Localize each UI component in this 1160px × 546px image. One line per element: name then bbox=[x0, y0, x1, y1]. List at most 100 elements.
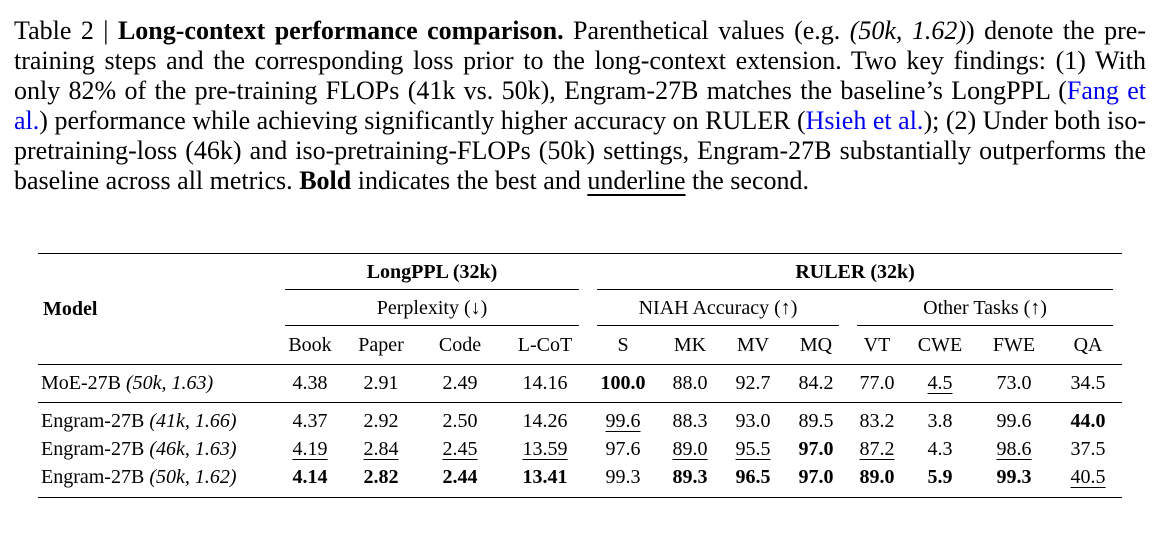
model-pretrain-spec: (50k, 1.63) bbox=[126, 372, 214, 394]
paper-page: Table 2 | Long-context performance compa… bbox=[14, 16, 1146, 498]
table-cell: 2.49 bbox=[442, 372, 478, 394]
col-header-paper: Paper bbox=[358, 333, 404, 356]
rule-under-longppl bbox=[285, 289, 580, 290]
table-cell: 100.0 bbox=[600, 372, 646, 394]
model-name: Engram-27B bbox=[41, 437, 150, 460]
model-name: MoE-27B bbox=[41, 372, 126, 394]
col-header-lcot: L-CoT bbox=[517, 333, 573, 356]
model-name: Engram-27B bbox=[41, 465, 150, 488]
table-cell: 44.0 bbox=[1070, 409, 1106, 432]
caption-text: ) performance while achieving significan… bbox=[39, 106, 806, 135]
table-cell: 98.6 bbox=[996, 437, 1032, 460]
table-cell: 89.5 bbox=[798, 409, 834, 432]
caption-text: (50k, 1.62) bbox=[849, 16, 967, 45]
col-header-s: S bbox=[617, 333, 629, 356]
table-cell: 96.5 bbox=[735, 465, 771, 488]
table-row: MoE-27B (50k, 1.63) 4.38 2.91 2.49 14.16 100.… bbox=[38, 365, 1122, 403]
col-header-code: Code bbox=[438, 333, 482, 356]
subgroup-header-other: Other Tasks (↑) bbox=[848, 290, 1122, 326]
table-cell: 5.9 bbox=[927, 465, 953, 488]
rule-under-other bbox=[857, 325, 1114, 326]
citation-link[interactable]: Hsieh et al. bbox=[805, 106, 924, 135]
model-cell: Engram-27B (41k, 1.66) bbox=[38, 403, 276, 436]
table-cell: 4.37 bbox=[292, 409, 328, 432]
table-header: Model LongPPL (32k) RULER (32k) Perplexi… bbox=[38, 254, 1123, 365]
col-header-mq: MQ bbox=[799, 333, 833, 356]
caption-text: underline bbox=[587, 166, 686, 195]
model-cell: Engram-27B (46k, 1.63) bbox=[38, 435, 276, 463]
model-pretrain-spec: (41k, 1.66) bbox=[149, 409, 237, 432]
table-cell: 4.14 bbox=[292, 465, 328, 488]
caption-text: Long-context performance comparison. bbox=[117, 16, 564, 45]
col-header-book: Book bbox=[288, 333, 332, 356]
caption-text: ); (2) Under both iso-pretraining-loss (… bbox=[14, 106, 1147, 195]
table-cell: 2.44 bbox=[442, 465, 478, 488]
table-cell: 37.5 bbox=[1070, 437, 1106, 460]
table-cell: 97.0 bbox=[798, 465, 834, 488]
table-cell: 88.3 bbox=[672, 409, 708, 432]
col-header-qa: QA bbox=[1073, 333, 1103, 356]
table-cell: 92.7 bbox=[735, 372, 771, 394]
table-cell: 13.41 bbox=[522, 465, 568, 488]
table-cell: 87.2 bbox=[859, 437, 895, 460]
caption-text: Bold bbox=[299, 166, 352, 195]
model-header-label: Model bbox=[43, 297, 98, 320]
rule-under-niah bbox=[597, 325, 840, 326]
table-cell: 97.6 bbox=[605, 437, 641, 460]
table-cell: 2.91 bbox=[363, 372, 399, 394]
table-cell: 2.82 bbox=[363, 465, 399, 488]
table-cell: 77.0 bbox=[859, 372, 895, 394]
table-cell: 3.8 bbox=[927, 409, 953, 432]
model-pretrain-spec: (50k, 1.62) bbox=[149, 465, 237, 488]
caption-text: the second. bbox=[685, 166, 809, 195]
model-cell: MoE-27B (50k, 1.63) bbox=[38, 365, 276, 403]
group-header-longppl: LongPPL (32k) bbox=[276, 254, 588, 290]
table-cell: 73.0 bbox=[996, 372, 1032, 394]
table-cell: 4.5 bbox=[927, 372, 953, 394]
table-cell: 14.26 bbox=[522, 409, 568, 432]
col-header-mv: MV bbox=[736, 333, 770, 356]
caption-text: Parenthetical values (e.g. bbox=[563, 16, 850, 45]
table-row: Engram-27B (46k, 1.63) 4.19 2.84 2.45 13.59 9… bbox=[38, 435, 1122, 463]
table-cell: 83.2 bbox=[859, 409, 895, 432]
table-cell: 40.5 bbox=[1070, 465, 1106, 488]
table-cell: 93.0 bbox=[735, 409, 771, 432]
table-cell: 88.0 bbox=[672, 372, 708, 394]
table-cell: 89.0 bbox=[672, 437, 708, 460]
caption-text: Table 2 | bbox=[14, 16, 118, 45]
table-2-container: Model LongPPL (32k) RULER (32k) Perplexi… bbox=[38, 253, 1146, 498]
subgroup-header-niah: NIAH Accuracy (↑) bbox=[588, 290, 848, 326]
table-cell: 89.3 bbox=[672, 465, 708, 488]
table-cell: 99.6 bbox=[605, 409, 641, 432]
table-cell: 2.92 bbox=[363, 409, 399, 432]
table-cell: 2.84 bbox=[363, 437, 399, 460]
rule-under-ruler bbox=[597, 289, 1114, 290]
model-cell: Engram-27B (50k, 1.62) bbox=[38, 463, 276, 498]
table-cell: 89.0 bbox=[859, 465, 895, 488]
citation-link[interactable]: Fang et al. bbox=[14, 76, 1146, 135]
model-name: Engram-27B bbox=[41, 409, 150, 432]
engram-rows: Engram-27B (41k, 1.66) 4.37 2.92 2.50 14.26 9… bbox=[38, 403, 1122, 498]
results-table: Model LongPPL (32k) RULER (32k) Perplexi… bbox=[38, 253, 1123, 498]
table-cell: 14.16 bbox=[522, 372, 568, 394]
table-cell: 2.45 bbox=[442, 437, 478, 460]
table-cell: 4.3 bbox=[927, 437, 953, 460]
table-cell: 99.3 bbox=[605, 465, 641, 488]
group-header-ruler: RULER (32k) bbox=[588, 254, 1122, 290]
table-cell: 99.6 bbox=[996, 409, 1032, 432]
table-cell: 4.38 bbox=[292, 372, 328, 394]
caption-text: ) denote the pre-training steps and the … bbox=[14, 16, 1146, 105]
table-cell: 4.19 bbox=[292, 437, 328, 460]
table-cell: 34.5 bbox=[1070, 372, 1106, 394]
subgroup-header-perplexity: Perplexity (↓) bbox=[276, 290, 588, 326]
table-cell: 2.50 bbox=[442, 409, 478, 432]
rule-under-perplexity bbox=[285, 325, 580, 326]
table-row: Engram-27B (41k, 1.66) 4.37 2.92 2.50 14.26 9… bbox=[38, 403, 1122, 436]
col-header-fwe: FWE bbox=[992, 333, 1036, 356]
baseline-rows: MoE-27B (50k, 1.63) 4.38 2.91 2.49 14.16 100.… bbox=[38, 365, 1123, 403]
table-caption: Table 2 | Long-context performance compa… bbox=[14, 16, 1146, 196]
table-cell: 84.2 bbox=[798, 372, 834, 394]
col-header-cwe: CWE bbox=[917, 333, 963, 356]
table-cell: 99.3 bbox=[996, 465, 1032, 488]
caption-text: indicates the best and bbox=[351, 166, 588, 195]
